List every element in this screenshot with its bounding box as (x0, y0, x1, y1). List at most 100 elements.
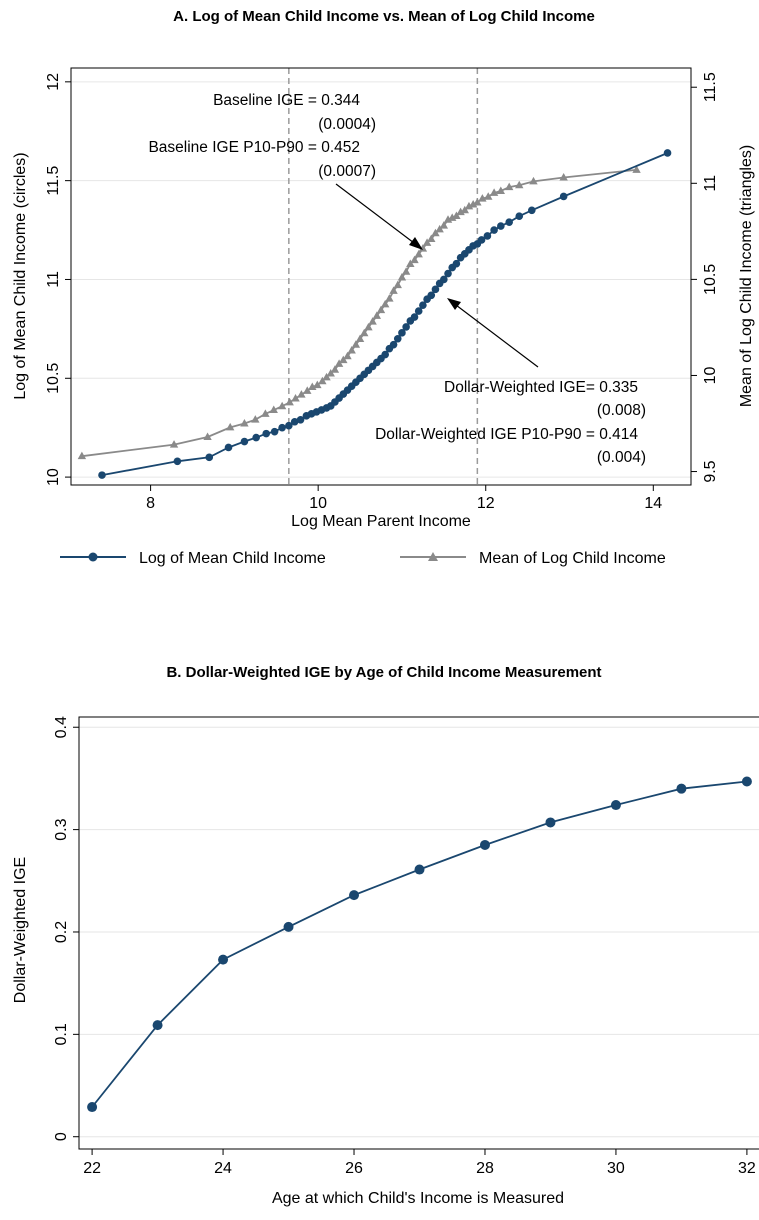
triangle-point (308, 382, 317, 390)
circle-point (240, 437, 249, 446)
triangle-point (385, 294, 394, 302)
legend-label-mean-of-log: Mean of Log Child Income (479, 550, 666, 567)
panel-b-x-tick-label: 30 (607, 1160, 625, 1177)
panel-b-y-tick-label: 0.2 (53, 921, 70, 943)
circle-point (393, 334, 402, 343)
circle-point (431, 285, 440, 294)
panel-b-x-label: Age at which Child's Income is Measured (272, 1190, 564, 1207)
annotation-baseline-p10-p90-se: (0.0007) (318, 163, 376, 180)
panel-a-x-axis: 8 10 12 14 (146, 485, 662, 512)
circle-point (497, 222, 505, 230)
circle-point (663, 149, 672, 157)
triangle-point (372, 311, 382, 319)
circle-point (477, 236, 486, 244)
ige-point (676, 783, 687, 794)
arrow-head-triangles (409, 237, 423, 250)
triangle-point (240, 419, 249, 427)
arrow-to-triangles (335, 183, 419, 247)
ige-point (414, 864, 425, 875)
panel-a-left-y-label: Log of Mean Child Income (circles) (12, 152, 29, 399)
circle-point (398, 329, 406, 337)
panel-b-y-tick-label: 0.4 (53, 716, 70, 738)
circle-point (278, 423, 286, 432)
panel-a-right-y-axis: 9.5 10 10.5 11 11.5 (691, 72, 719, 483)
triangle-point (355, 334, 365, 342)
triangle-point (297, 390, 306, 398)
annotation-dollar-weighted-p10-p90-se: (0.004) (597, 449, 646, 466)
panel-a-left-y-tick-label: 11.5 (45, 166, 62, 196)
circle-point (262, 429, 271, 438)
triangle-point (401, 267, 411, 275)
ige-point (479, 839, 490, 850)
triangle-point (169, 440, 179, 448)
triangle-point (285, 397, 294, 406)
triangle-point (489, 188, 499, 196)
circle-point (559, 192, 568, 201)
circle-point (389, 340, 398, 349)
legend-marker-triangle (428, 552, 438, 561)
series-log-of-mean (98, 149, 672, 479)
panel-a-right-y-tick-label: 9.5 (702, 460, 719, 482)
panel-a-x-tick-label: 14 (644, 495, 662, 512)
triangle-point (410, 255, 419, 264)
panel-a-x-tick-label: 12 (477, 495, 495, 512)
triangle-point (389, 286, 398, 294)
annotation-dollar-weighted-ige-se: (0.008) (597, 402, 646, 419)
triangle-point (464, 201, 474, 210)
triangle-point (261, 409, 270, 417)
triangle-point (504, 182, 514, 191)
panel-a-right-y-tick-label: 10 (702, 366, 719, 384)
circle-point (224, 443, 233, 452)
panel-a-legend: Log of Mean Child Income Mean of Log Chi… (60, 550, 666, 567)
ige-point (218, 954, 229, 965)
series-mean-of-log (77, 165, 641, 460)
series-dollar-weighted-ige (87, 776, 752, 1113)
triangle-point (559, 173, 568, 181)
circle-point (515, 212, 524, 221)
ige-point (610, 800, 621, 811)
triangle-point (406, 259, 415, 268)
triangle-point (468, 199, 478, 208)
triangle-point (478, 194, 487, 202)
panel-a-gridlines (71, 81, 691, 478)
panel-b-y-axis: 0 0.1 0.2 0.3 0.4 (53, 716, 79, 1141)
ige-point (283, 921, 294, 932)
panel-a-left-y-tick-label: 11 (45, 271, 62, 288)
circle-point (290, 417, 299, 426)
circle-point (483, 232, 492, 240)
series-line-mean-of-log (81, 168, 637, 458)
circle-point (490, 226, 498, 234)
triangle-point (452, 211, 461, 219)
annotation-dollar-weighted-ige: Dollar-Weighted IGE= 0.335 (444, 379, 638, 396)
triangle-point (322, 372, 331, 381)
triangle-point (368, 317, 377, 325)
panel-a-x-label: Log Mean Parent Income (291, 513, 471, 530)
panel-b-x-axis: 22 24 26 28 30 32 (83, 1149, 756, 1177)
arrow-head-circles (447, 298, 461, 310)
triangle-point (380, 299, 390, 308)
triangle-point (418, 244, 428, 252)
circle-point (252, 433, 260, 442)
triangle-point (393, 280, 402, 289)
legend-label-log-of-mean: Log of Mean Child Income (139, 550, 326, 567)
triangle-point (456, 207, 465, 216)
triangle-point (326, 369, 335, 377)
circle-point (205, 453, 214, 462)
series-line-dollar-weighted-ige (91, 780, 747, 1108)
circle-point (402, 323, 410, 331)
circle-point (270, 427, 279, 436)
panel-a-title: A. Log of Mean Child Income vs. Mean of … (173, 8, 595, 25)
circle-point (296, 415, 305, 424)
ige-point (741, 776, 752, 787)
triangle-point (414, 249, 423, 258)
triangle-point (460, 205, 469, 214)
triangle-point (364, 322, 373, 331)
circle-point (427, 291, 436, 300)
annotation-baseline-ige: Baseline IGE = 0.344 (213, 92, 360, 109)
triangle-point (431, 228, 440, 237)
annotation-baseline-p10-p90: Baseline IGE P10-P90 = 0.452 (148, 139, 360, 156)
panel-b-x-tick-label: 26 (345, 1160, 363, 1177)
panel-b-x-tick-label: 32 (738, 1160, 756, 1177)
circle-point (440, 275, 448, 284)
